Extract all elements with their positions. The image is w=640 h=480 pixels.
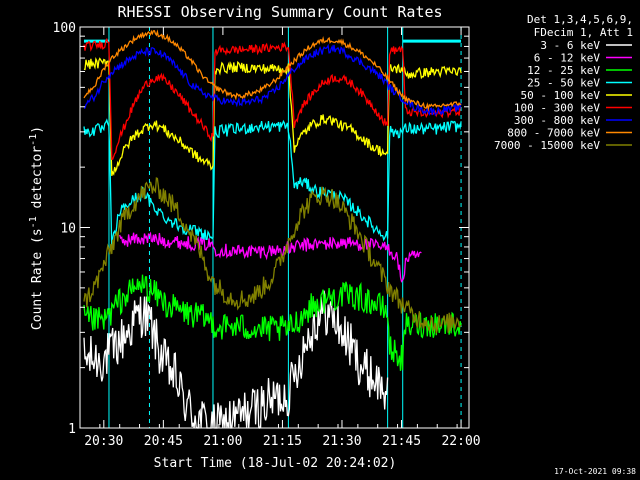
x-tick-label: 20:30: [84, 434, 123, 449]
y-tick-label: 100: [53, 21, 76, 36]
x-tick-label: 21:30: [322, 434, 361, 449]
y-axis-label-sup-1: -1: [28, 216, 39, 228]
y-axis-label-end: ): [30, 126, 45, 134]
legend-entry-label: 3 - 6 keV: [540, 39, 600, 52]
legend-entry-label: 25 - 50 keV: [527, 77, 600, 90]
legend-entry-label: 300 - 800 keV: [514, 114, 600, 127]
y-axis-label: Count Rate (s-1 detector-1): [28, 126, 45, 330]
legend-entry-label: 6 - 12 keV: [534, 52, 601, 65]
x-tick-label: 22:00: [441, 434, 480, 449]
x-axis-label: Start Time (18-Jul-02 20:24:02): [154, 456, 397, 471]
x-tick-label: 21:45: [382, 434, 421, 449]
series-layer: [83, 29, 462, 429]
y-tick-label: 1: [68, 422, 76, 437]
legend: Det 1,3,4,5,6,9, FDecim 1, Att 1 3 - 6 k…: [494, 13, 633, 152]
chart-title: RHESSI Observing Summary Count Rates: [117, 3, 442, 21]
series-line-3: [83, 118, 462, 251]
legend-entry-label: 800 - 7000 keV: [507, 127, 600, 140]
series-line-7: [83, 29, 462, 112]
legend-entry-label: 50 - 100 keV: [521, 89, 601, 102]
legend-header-line-2: FDecim 1, Att 1: [534, 26, 633, 39]
y-axis-label-mid: detector: [30, 146, 45, 217]
footer-date: 17-Oct-2021 09:38: [554, 467, 636, 476]
y-tick-label: 10: [60, 222, 76, 237]
y-axis: 1 10 100: [53, 21, 469, 437]
x-axis: 20:30 20:45 21:00 21:15 21:30 21:45 22:00: [79, 27, 481, 449]
series-line-2: [83, 274, 462, 371]
series-line-0: [83, 290, 389, 429]
legend-entry-label: 100 - 300 keV: [514, 102, 600, 115]
x-tick-label: 20:45: [144, 434, 183, 449]
x-tick-label: 21:00: [203, 434, 242, 449]
y-axis-label-sup-2: -1: [28, 134, 39, 146]
legend-entry-label: 12 - 25 keV: [527, 64, 600, 77]
legend-entry-label: 7000 - 15000 keV: [494, 139, 600, 152]
series-line-1: [119, 231, 422, 283]
y-axis-label-main: Count Rate (s: [30, 228, 45, 330]
series-line-4: [83, 57, 462, 177]
legend-header-line-1: Det 1,3,4,5,6,9,: [527, 13, 633, 26]
x-tick-label: 21:15: [263, 434, 302, 449]
series-line-6: [83, 43, 462, 117]
series-line-5: [83, 37, 462, 160]
series-line-8: [83, 177, 462, 334]
